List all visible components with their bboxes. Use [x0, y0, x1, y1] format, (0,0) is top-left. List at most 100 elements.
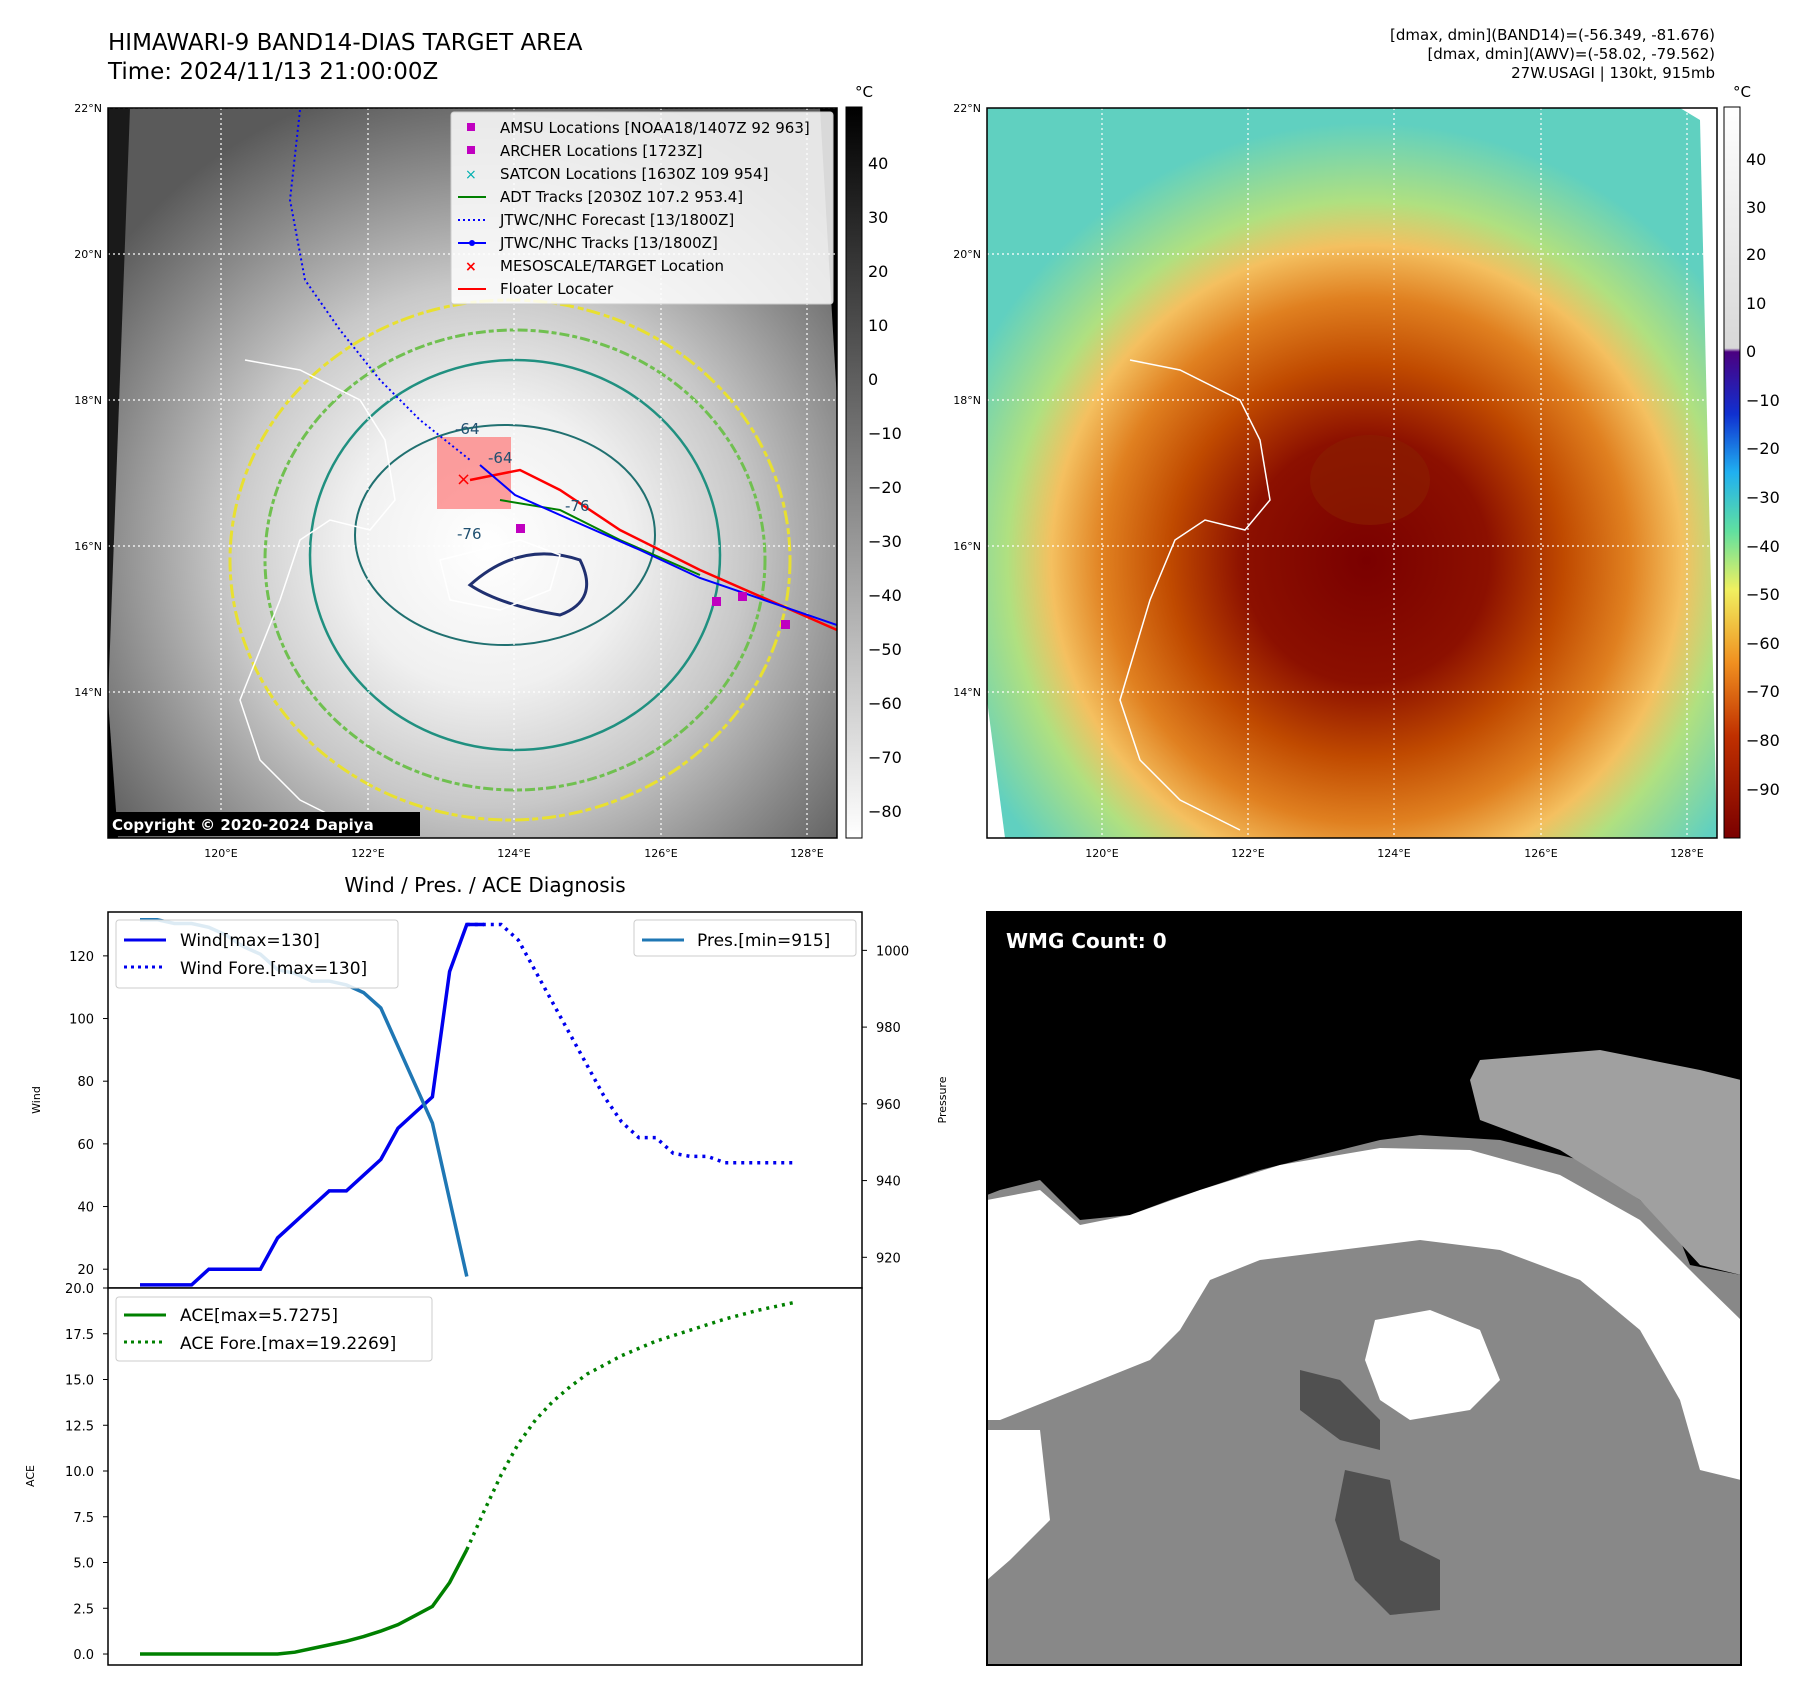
- mesoscale-x-marker: ×: [456, 469, 471, 490]
- legend-marker-satcon: ×: [465, 167, 477, 183]
- wind-tick-label: 80: [77, 1075, 94, 1090]
- wmg-panel: WMG Count: 0: [986, 911, 1742, 1666]
- legend-label-archer: ARCHER Locations [1723Z]: [500, 142, 703, 160]
- contour-label-3: -76: [565, 497, 590, 515]
- legend-label-amsu: AMSU Locations [NOAA18/1407Z 92 963]: [500, 119, 810, 137]
- series-line-ace-fore-max-: [465, 1300, 794, 1551]
- map1-lat-labels: 22°N 20°N 18°N 16°N 14°N: [74, 102, 102, 699]
- map2-frame: [986, 107, 1718, 839]
- cb-tick: −30: [868, 532, 902, 551]
- jtwc-forecast-track: [288, 109, 471, 461]
- ace-tick-label: 5.0: [73, 1557, 94, 1572]
- cb-tick: 30: [868, 208, 888, 227]
- contour-green-outer: [263, 328, 767, 792]
- map2-lat-labels: 22°N 20°N 18°N 16°N 14°N: [953, 102, 981, 699]
- eye-swirl: [1310, 435, 1430, 525]
- lon-label: 120°E: [1085, 847, 1118, 860]
- copyright-box: [108, 812, 420, 836]
- wmg-darkgray-2: [1335, 1470, 1440, 1615]
- contour-navy-core: [467, 552, 589, 617]
- ace-legend: ACE[max=5.7275] ACE Fore.[max=19.2269]: [115, 1296, 433, 1362]
- ir-color-map: [987, 108, 1717, 838]
- lat-label: 20°N: [953, 248, 981, 261]
- wind-legend: Wind[max=130] Wind Fore.[max=130]: [115, 919, 399, 989]
- wind-tick-label: 40: [77, 1201, 94, 1216]
- pressure-tick-label: 940: [876, 1175, 901, 1190]
- wmg-lightgray-region: [1470, 1050, 1741, 1275]
- wind-tick-label: 120: [69, 950, 94, 965]
- lat-label: 16°N: [74, 540, 102, 553]
- legend-ace-fore-label: ACE Fore.[max=19.2269]: [180, 1334, 396, 1354]
- legend-pres-label: Pres.[min=915]: [697, 931, 830, 951]
- lon-label: 126°E: [644, 847, 677, 860]
- wmg-count-label: WMG Count: 0: [1006, 929, 1167, 953]
- series-line-wind-max-: [140, 922, 484, 1287]
- ace-tick-label: 10.0: [65, 1465, 94, 1480]
- pressure-tick-label: 960: [876, 1098, 901, 1113]
- ace-tick-label: 7.5: [73, 1511, 94, 1526]
- ace-tick-label: 17.5: [65, 1328, 94, 1343]
- copyright-text: Copyright © 2020-2024 Dapiya: [112, 816, 374, 834]
- map1-grid: [108, 108, 837, 838]
- cb-tick: −50: [1746, 585, 1780, 604]
- ace-tick-label: 0.0: [73, 1648, 94, 1663]
- legend-label-adt: ADT Tracks [2030Z 107.2 953.4]: [500, 188, 743, 206]
- cb-tick: −80: [868, 802, 902, 821]
- ace-series-group: [140, 1300, 794, 1656]
- contour-teal: [308, 358, 722, 752]
- pressure-y-ticks: 920 940 960 980 1000: [862, 944, 909, 1266]
- legend-marker-mesoscale: ×: [465, 259, 477, 275]
- wmg-black-region: [987, 912, 1741, 1275]
- lat-label: 22°N: [74, 102, 102, 115]
- legend-marker-archer: [467, 146, 475, 154]
- cb-tick: 0: [1746, 342, 1756, 361]
- lat-label: 22°N: [953, 102, 981, 115]
- map2-grid: [987, 108, 1717, 838]
- coastline-2: [439, 539, 561, 611]
- lon-label: 120°E: [204, 847, 237, 860]
- colorbar-gray-ticks: 40 30 20 10 0 −10 −20 −30 −40 −50 −60 −7…: [868, 154, 902, 821]
- cb-tick: 40: [868, 154, 888, 173]
- info-line1: [dmax, dmin](BAND14)=(-56.349, -81.676): [1390, 26, 1715, 44]
- legend-marker-tracks-dot: [469, 240, 475, 246]
- info-line3: 27W.USAGI | 130kt, 915mb: [1511, 64, 1715, 82]
- ace-tick-label: 2.5: [73, 1602, 94, 1617]
- legend-marker-amsu: [467, 123, 475, 131]
- floater-track: [469, 468, 837, 632]
- map1-frame: [107, 107, 838, 839]
- wmg-white-band: [987, 1148, 1741, 1480]
- contour-teal-inner: [354, 424, 656, 646]
- lat-label: 16°N: [953, 540, 981, 553]
- lon-label: 126°E: [1524, 847, 1557, 860]
- wmg-white-left: [987, 1430, 1050, 1580]
- info-line2: [dmax, dmin](AWV)=(-58.02, -79.562): [1427, 45, 1715, 63]
- lat-label: 18°N: [953, 394, 981, 407]
- cb-tick: −90: [1746, 780, 1780, 799]
- colorbar-color-ticks: 40 30 20 10 0 −10 −20 −30 −40 −50 −60 −7…: [1746, 150, 1780, 799]
- contour-label-1: -64: [455, 420, 480, 438]
- contour-label-2: -64: [488, 449, 513, 467]
- cb-tick: −50: [868, 640, 902, 659]
- contour-label-4: -76: [457, 525, 482, 543]
- legend-ace-label: ACE[max=5.7275]: [180, 1306, 338, 1326]
- archer-marker: [516, 524, 525, 533]
- colorbar-color: °C 40 30 20 10 0 −10 −20 −30 −40 −50 −60…: [1723, 83, 1780, 839]
- colorbar-gray: °C 40 30 20 10 0 −10 −20 −30 −40 −50 −60…: [845, 83, 902, 839]
- cb-tick: −10: [1746, 391, 1780, 410]
- map-legend: AMSU Locations [NOAA18/1407Z 92 963] ARC…: [450, 111, 834, 305]
- cb-tick: −30: [1746, 488, 1780, 507]
- cb-tick: 20: [868, 262, 888, 281]
- legend-label-satcon: SATCON Locations [1630Z 109 954]: [500, 165, 768, 183]
- diagnosis-title: Wind / Pres. / ACE Diagnosis: [344, 873, 625, 897]
- cb-tick: −70: [1746, 682, 1780, 701]
- cb-tick: −60: [868, 694, 902, 713]
- legend-label-forecast: JTWC/NHC Forecast [13/1800Z]: [499, 211, 734, 229]
- cb-tick: 30: [1746, 198, 1766, 217]
- cb-tick: −40: [868, 586, 902, 605]
- wind-tick-label: 20: [77, 1263, 94, 1278]
- legend-label-mesoscale: MESOSCALE/TARGET Location: [500, 257, 724, 275]
- legend-wind-label: Wind[max=130]: [180, 931, 320, 951]
- wind-y-ticks: 20 40 60 80 100 120: [69, 950, 108, 1278]
- colorbar-gray-unit: °C: [855, 83, 873, 101]
